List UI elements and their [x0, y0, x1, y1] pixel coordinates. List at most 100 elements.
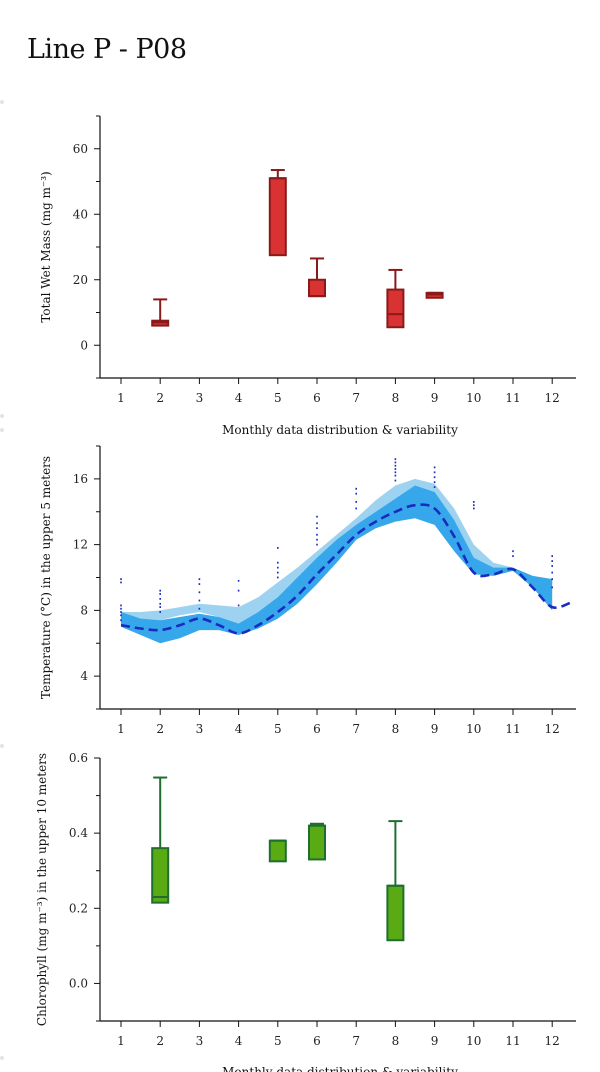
box-month-6: [308, 257, 326, 298]
scatter-point: [394, 471, 397, 474]
x-tick-label: 8: [392, 1034, 400, 1048]
y-axis-label: Total Wet Mass (mg m⁻³): [39, 171, 53, 322]
box-month-8: [386, 820, 405, 942]
box-rect: [151, 847, 170, 904]
x-tick-label: 3: [196, 1034, 204, 1048]
scatter-point: [551, 571, 553, 574]
scatter-point: [237, 604, 240, 607]
x-tick-label: 6: [313, 722, 321, 736]
x-tick-label: 2: [156, 1034, 164, 1048]
scatter-point: [198, 583, 201, 585]
scatter-point: [433, 466, 436, 469]
x-tick-label: 9: [431, 391, 439, 405]
scatter-point: [551, 555, 553, 558]
margin-dot: [0, 428, 4, 432]
scatter-point: [237, 579, 240, 582]
box-month-8: [386, 268, 405, 329]
x-tick-label: 11: [505, 1034, 520, 1048]
scatter-point: [473, 500, 475, 503]
box-rect: [268, 839, 287, 863]
box-rect: [308, 824, 326, 861]
scatter-point: [551, 565, 553, 567]
x-tick-label: 12: [545, 722, 560, 736]
x-tick-label: 12: [545, 391, 560, 405]
scatter-point: [473, 507, 475, 510]
scatter-point: [355, 487, 357, 490]
scatter-point: [159, 606, 161, 608]
y-tick-label: 0: [80, 338, 88, 352]
y-tick-label: 16: [73, 472, 88, 486]
scatter-point: [551, 560, 553, 562]
y-tick-label: 60: [73, 142, 88, 156]
variability-band-1: [121, 485, 553, 644]
scatter-point: [159, 589, 161, 592]
scatter-point: [316, 543, 318, 546]
x-tick-label: 1: [117, 722, 125, 736]
scatter-point: [512, 550, 514, 553]
box-rect: [268, 177, 287, 257]
scatter-point: [355, 500, 357, 503]
margin-dot: [0, 414, 4, 418]
box-month-5: [268, 839, 287, 863]
x-tick-label: 3: [196, 722, 204, 736]
scatter-point: [120, 604, 122, 607]
scatter-point: [355, 507, 357, 510]
x-axis-label: Monthly data distribution & variability: [222, 423, 458, 437]
x-tick-label: 5: [274, 391, 282, 405]
scatter-point: [198, 607, 201, 610]
scatter-point: [277, 566, 279, 569]
scatter-point: [512, 555, 514, 558]
scatter-point: [237, 589, 240, 592]
x-tick-label: 10: [466, 391, 481, 405]
x-tick-label: 6: [313, 391, 321, 405]
box-rect: [308, 278, 326, 298]
y-axis-label: Temperature (°C) in the upper 5 meters: [39, 456, 53, 699]
x-tick-label: 4: [235, 391, 243, 405]
scatter-point: [355, 492, 357, 495]
x-tick-label: 8: [392, 722, 400, 736]
scatter-point: [473, 504, 475, 507]
scatter-point: [551, 586, 553, 589]
scatter-point: [394, 468, 397, 470]
scatter-point: [316, 527, 318, 530]
scatter-point: [159, 602, 161, 605]
x-tick-label: 8: [392, 391, 400, 405]
box-rect: [386, 288, 405, 329]
box-month-2: [151, 298, 170, 327]
x-tick-label: 10: [466, 722, 481, 736]
margin-dot: [0, 100, 4, 104]
y-tick-label: 0.0: [69, 976, 88, 990]
y-tick-label: 0.2: [69, 901, 88, 915]
scatter-point: [316, 522, 318, 525]
scatter-point: [120, 581, 122, 584]
mean-temperature-line: [120, 503, 573, 635]
scatter-point: [120, 578, 122, 581]
scatter-point: [159, 593, 161, 595]
scatter-point: [277, 547, 279, 549]
page-title: Line P - P08: [27, 34, 187, 65]
box-rect: [386, 884, 405, 942]
scatter-point: [120, 607, 122, 610]
y-axis-label: Chlorophyll (mg m⁻³) in the upper 10 met…: [35, 753, 49, 1026]
x-tick-label: 4: [235, 722, 243, 736]
scatter-point: [198, 599, 201, 602]
x-tick-label: 1: [117, 1034, 125, 1048]
scatter-point: [159, 611, 161, 613]
scatter-point: [277, 571, 279, 574]
x-tick-label: 2: [156, 722, 164, 736]
box-month-6: [308, 822, 326, 861]
y-tick-label: 20: [73, 273, 88, 287]
scatter-point: [394, 461, 397, 464]
x-tick-label: 6: [313, 1034, 321, 1048]
y-tick-label: 40: [73, 207, 88, 221]
scatter-point: [433, 476, 436, 479]
y-tick-label: 0.6: [69, 751, 88, 765]
x-tick-label: 5: [274, 722, 282, 736]
scatter-point: [551, 578, 553, 581]
x-axis-label: Monthly data distribution & variability: [222, 1065, 458, 1072]
x-tick-label: 9: [431, 722, 439, 736]
x-tick-label: 7: [352, 1034, 360, 1048]
